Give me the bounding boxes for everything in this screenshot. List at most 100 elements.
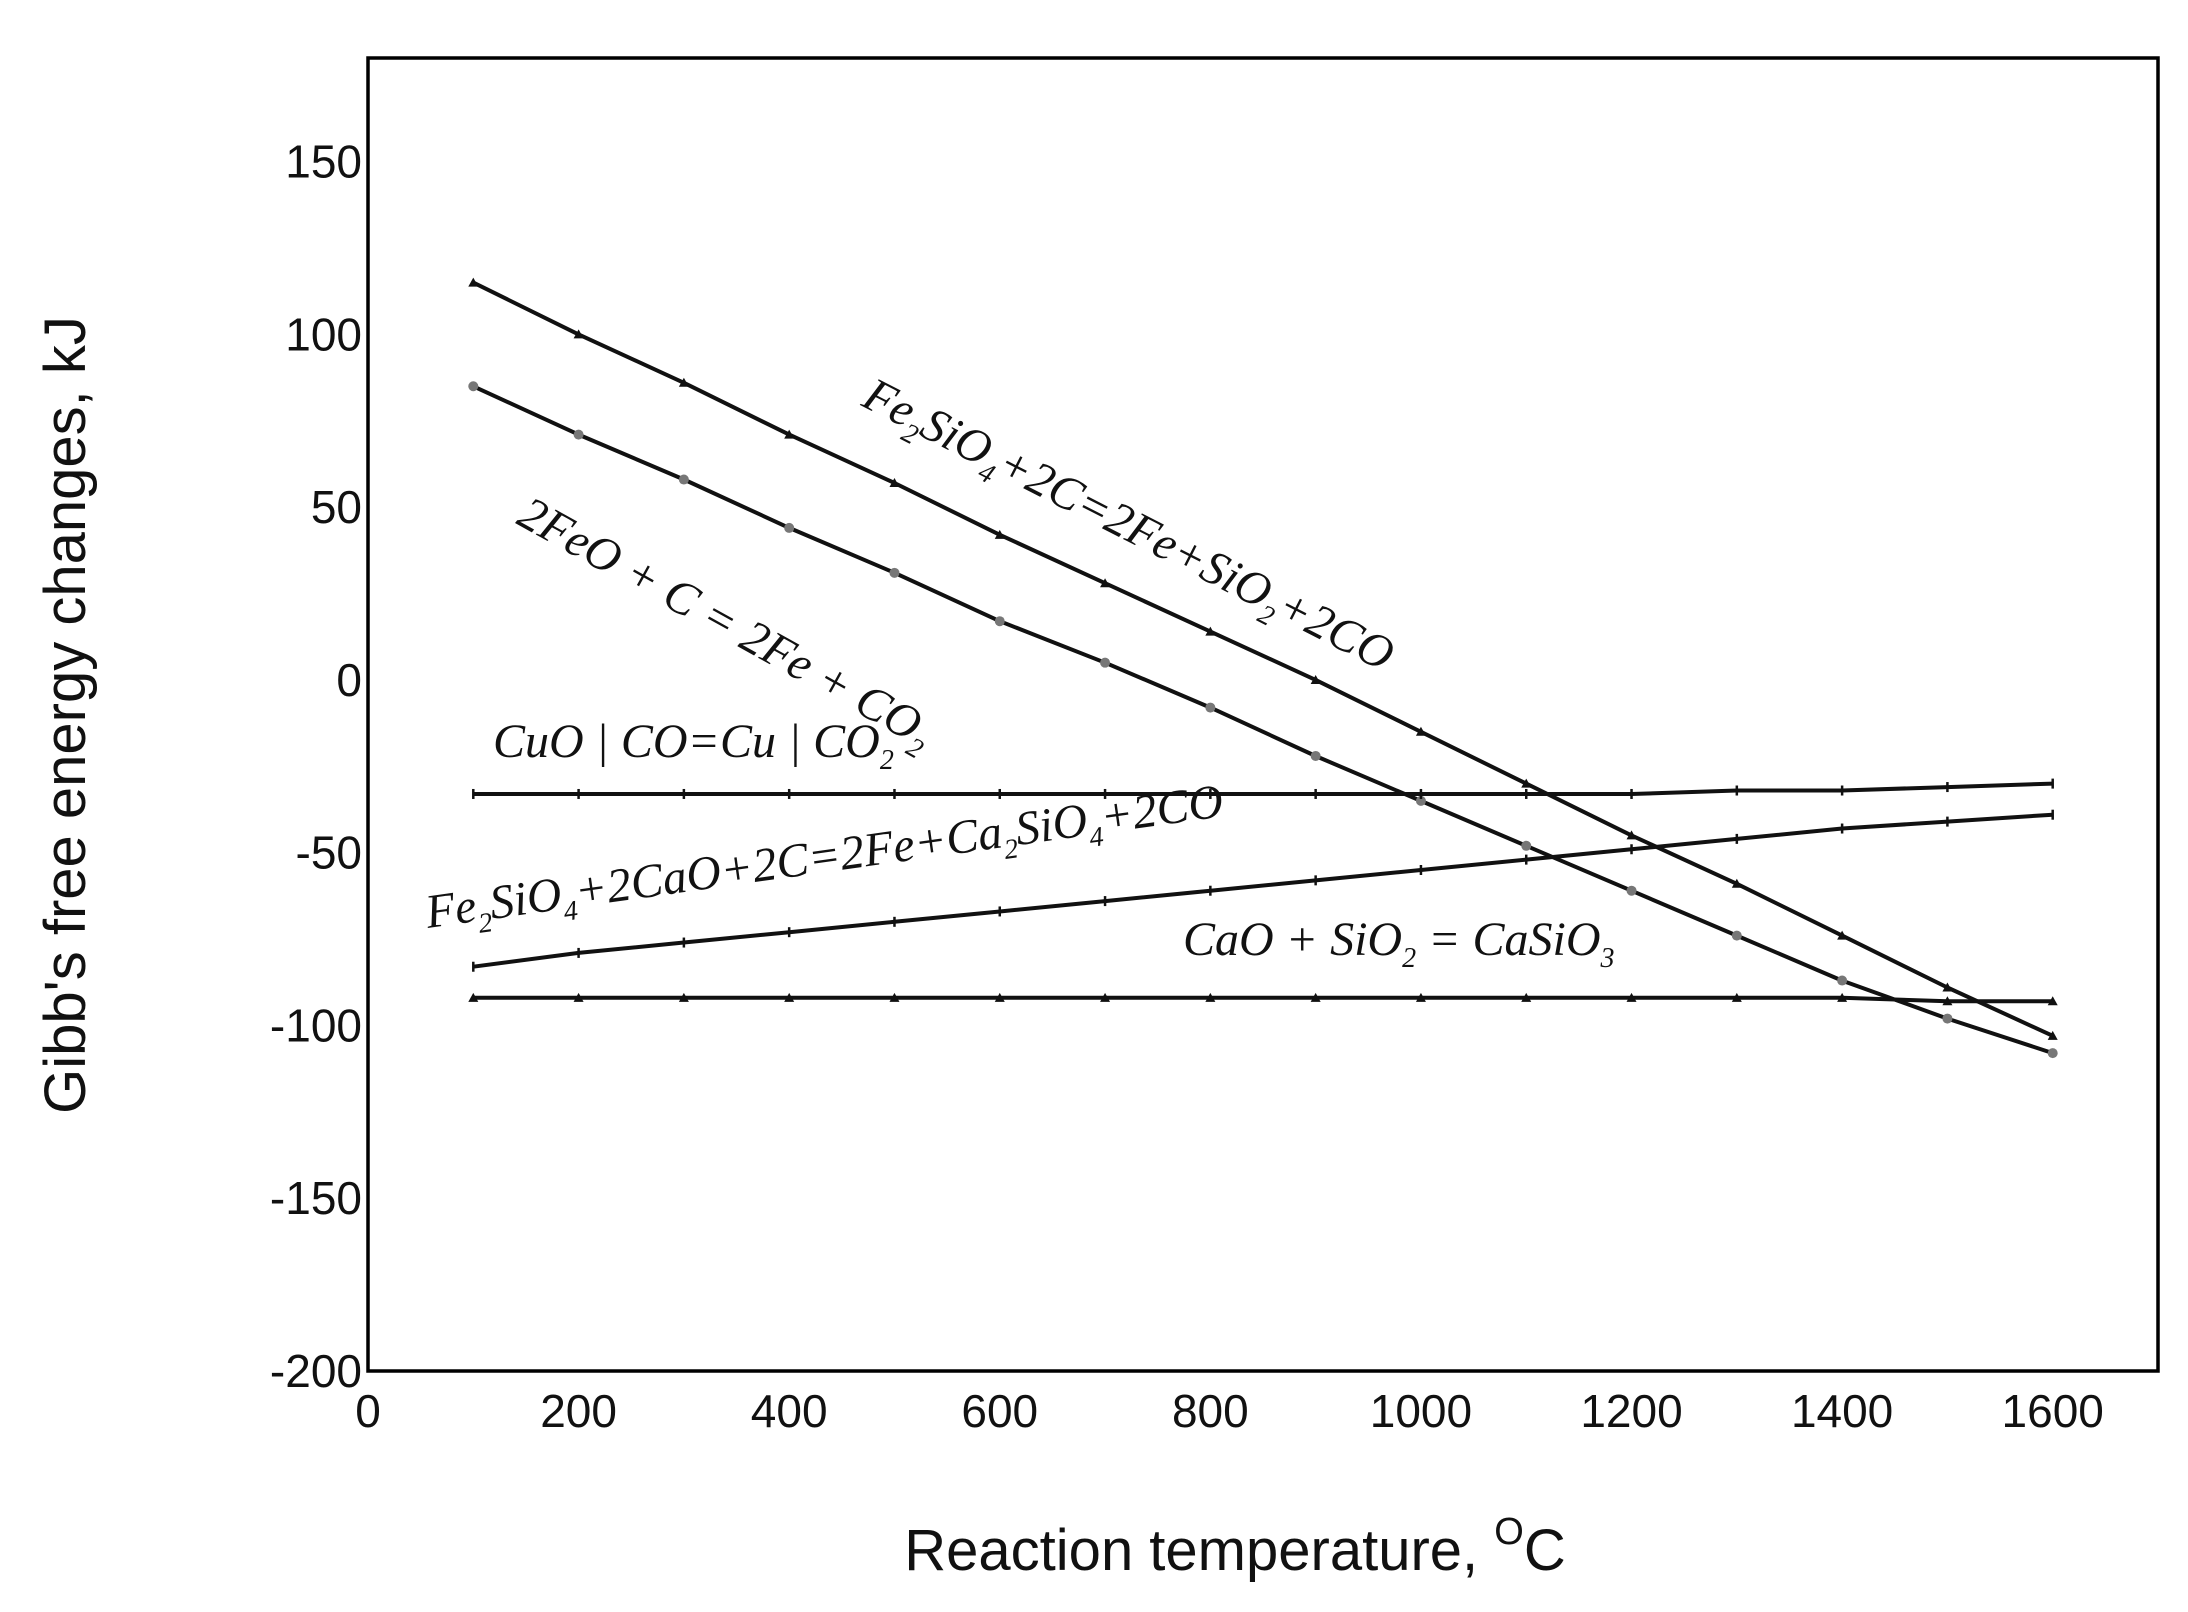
data-point [468, 381, 479, 392]
data-point [1205, 626, 1216, 636]
y-tick-label: -200 [270, 1345, 362, 1397]
data-point [1205, 992, 1216, 1002]
data-point [678, 992, 689, 1002]
series-lines [472, 280, 2054, 1056]
data-point [573, 992, 584, 1002]
data-point [889, 992, 900, 1002]
series-equation-label: CuO | CO=Cu | CO2 [493, 715, 894, 776]
x-tick-labels: 0 200 400 600 800 1000 1200 1400 1600 [355, 1385, 2104, 1437]
data-point [1100, 578, 1111, 588]
x-tick-label: 600 [961, 1385, 1038, 1437]
equation-part: 4 [1087, 821, 1105, 854]
data-point [1521, 840, 1532, 851]
y-axis-title: Gibb's free energy changes, kJ [33, 316, 98, 1114]
series-line [473, 812, 2053, 969]
equation-part: +2CO [1097, 774, 1226, 844]
x-tick-label: 400 [751, 1385, 828, 1437]
data-point [1310, 674, 1321, 684]
equation-part: 2FeO + C = 2Fe + CO [510, 486, 931, 751]
data-point [1626, 830, 1637, 840]
x-tick-label: 1200 [1580, 1385, 1682, 1437]
data-point [1415, 992, 1426, 1002]
data-point [994, 616, 1005, 627]
y-tick-label: -150 [270, 1172, 362, 1224]
y-tick-label: -50 [296, 827, 362, 879]
x-tick-label: 200 [540, 1385, 617, 1437]
equation-part: +2CaO+2C=2Fe+Ca [571, 805, 1005, 917]
data-point [573, 429, 584, 440]
x-tick-label: 1000 [1370, 1385, 1472, 1437]
equation-part: 2 [476, 907, 494, 940]
plot-frame [366, 56, 2160, 1373]
x-axis-title: Reaction temperature, OC [904, 1511, 1565, 1583]
data-point [889, 567, 900, 578]
equation-part: CuO | CO=Cu | CO [493, 715, 880, 768]
equation-part: 2 [1002, 833, 1020, 866]
equation-part: 4 [562, 895, 580, 928]
equation-part: 3 [1599, 943, 1614, 974]
data-point [1731, 930, 1742, 941]
series-equation-label: Fe2SiO4+2CaO+2C=2Fe+Ca2SiO4+2CO [421, 774, 1227, 947]
equation-part: 2 [880, 745, 894, 776]
data-point [1942, 982, 1953, 992]
series-line [473, 995, 2053, 1004]
equation-part: = CaSiO [1416, 913, 1600, 966]
series-equation-label: CaO + SiO2 = CaSiO3 [1183, 913, 1614, 974]
data-point [2047, 1030, 2058, 1040]
data-point [468, 277, 479, 287]
equation-part: 2 [1402, 943, 1416, 974]
data-point [784, 429, 795, 439]
data-point [889, 477, 900, 487]
data-point [1626, 885, 1637, 896]
x-tick-label: 1400 [1791, 1385, 1893, 1437]
data-point [2047, 1048, 2058, 1059]
x-tick-label: 0 [355, 1385, 381, 1437]
data-point [1415, 795, 1426, 806]
data-point [1731, 992, 1742, 1002]
x-axis-unit-degree: O [1494, 1511, 1524, 1553]
y-tick-label: -100 [270, 999, 362, 1051]
data-point [678, 474, 689, 485]
data-point [1310, 750, 1321, 761]
data-point [784, 992, 795, 1002]
data-point [1942, 1013, 1953, 1024]
series-line [473, 781, 2053, 796]
data-point [573, 329, 584, 339]
series-markers [468, 277, 2058, 1059]
equation-part: Fe [421, 879, 479, 939]
series-line [472, 280, 2054, 1038]
data-point [1415, 726, 1426, 736]
data-point [1521, 778, 1532, 788]
data-point [1942, 996, 1953, 1006]
x-tick-label: 800 [1172, 1385, 1249, 1437]
data-point [1100, 992, 1111, 1002]
data-point [678, 377, 689, 387]
y-tick-labels: -200 -150 -100 -50 0 50 100 150 [270, 136, 362, 1397]
x-axis-unit: C [1524, 1518, 1566, 1583]
data-point [1837, 975, 1848, 986]
y-tick-label: 50 [311, 481, 362, 533]
data-point [994, 529, 1005, 539]
data-point [1837, 992, 1848, 1002]
data-point [1626, 992, 1637, 1002]
y-tick-label: 0 [336, 654, 362, 706]
data-point [1731, 878, 1742, 888]
data-point [994, 992, 1005, 1002]
data-point [1205, 702, 1216, 713]
data-point [784, 522, 795, 533]
data-point [2047, 996, 2058, 1006]
series-line [472, 384, 2054, 1056]
data-point [1310, 992, 1321, 1002]
data-point [1100, 657, 1111, 668]
data-point [1837, 930, 1848, 940]
x-axis-title-main: Reaction temperature, [904, 1518, 1494, 1583]
data-point [1521, 992, 1532, 1002]
equation-part: SiO [486, 867, 565, 930]
x-tick-label: 1600 [2002, 1385, 2104, 1437]
equation-part: CaO + SiO [1183, 913, 1402, 966]
equation-part: +2C=2Fe+SiO [989, 436, 1280, 619]
y-tick-label: 100 [285, 308, 362, 360]
series-equation-label: Fe2SiO4+2C=2Fe+SiO2+2CO [850, 367, 1402, 689]
